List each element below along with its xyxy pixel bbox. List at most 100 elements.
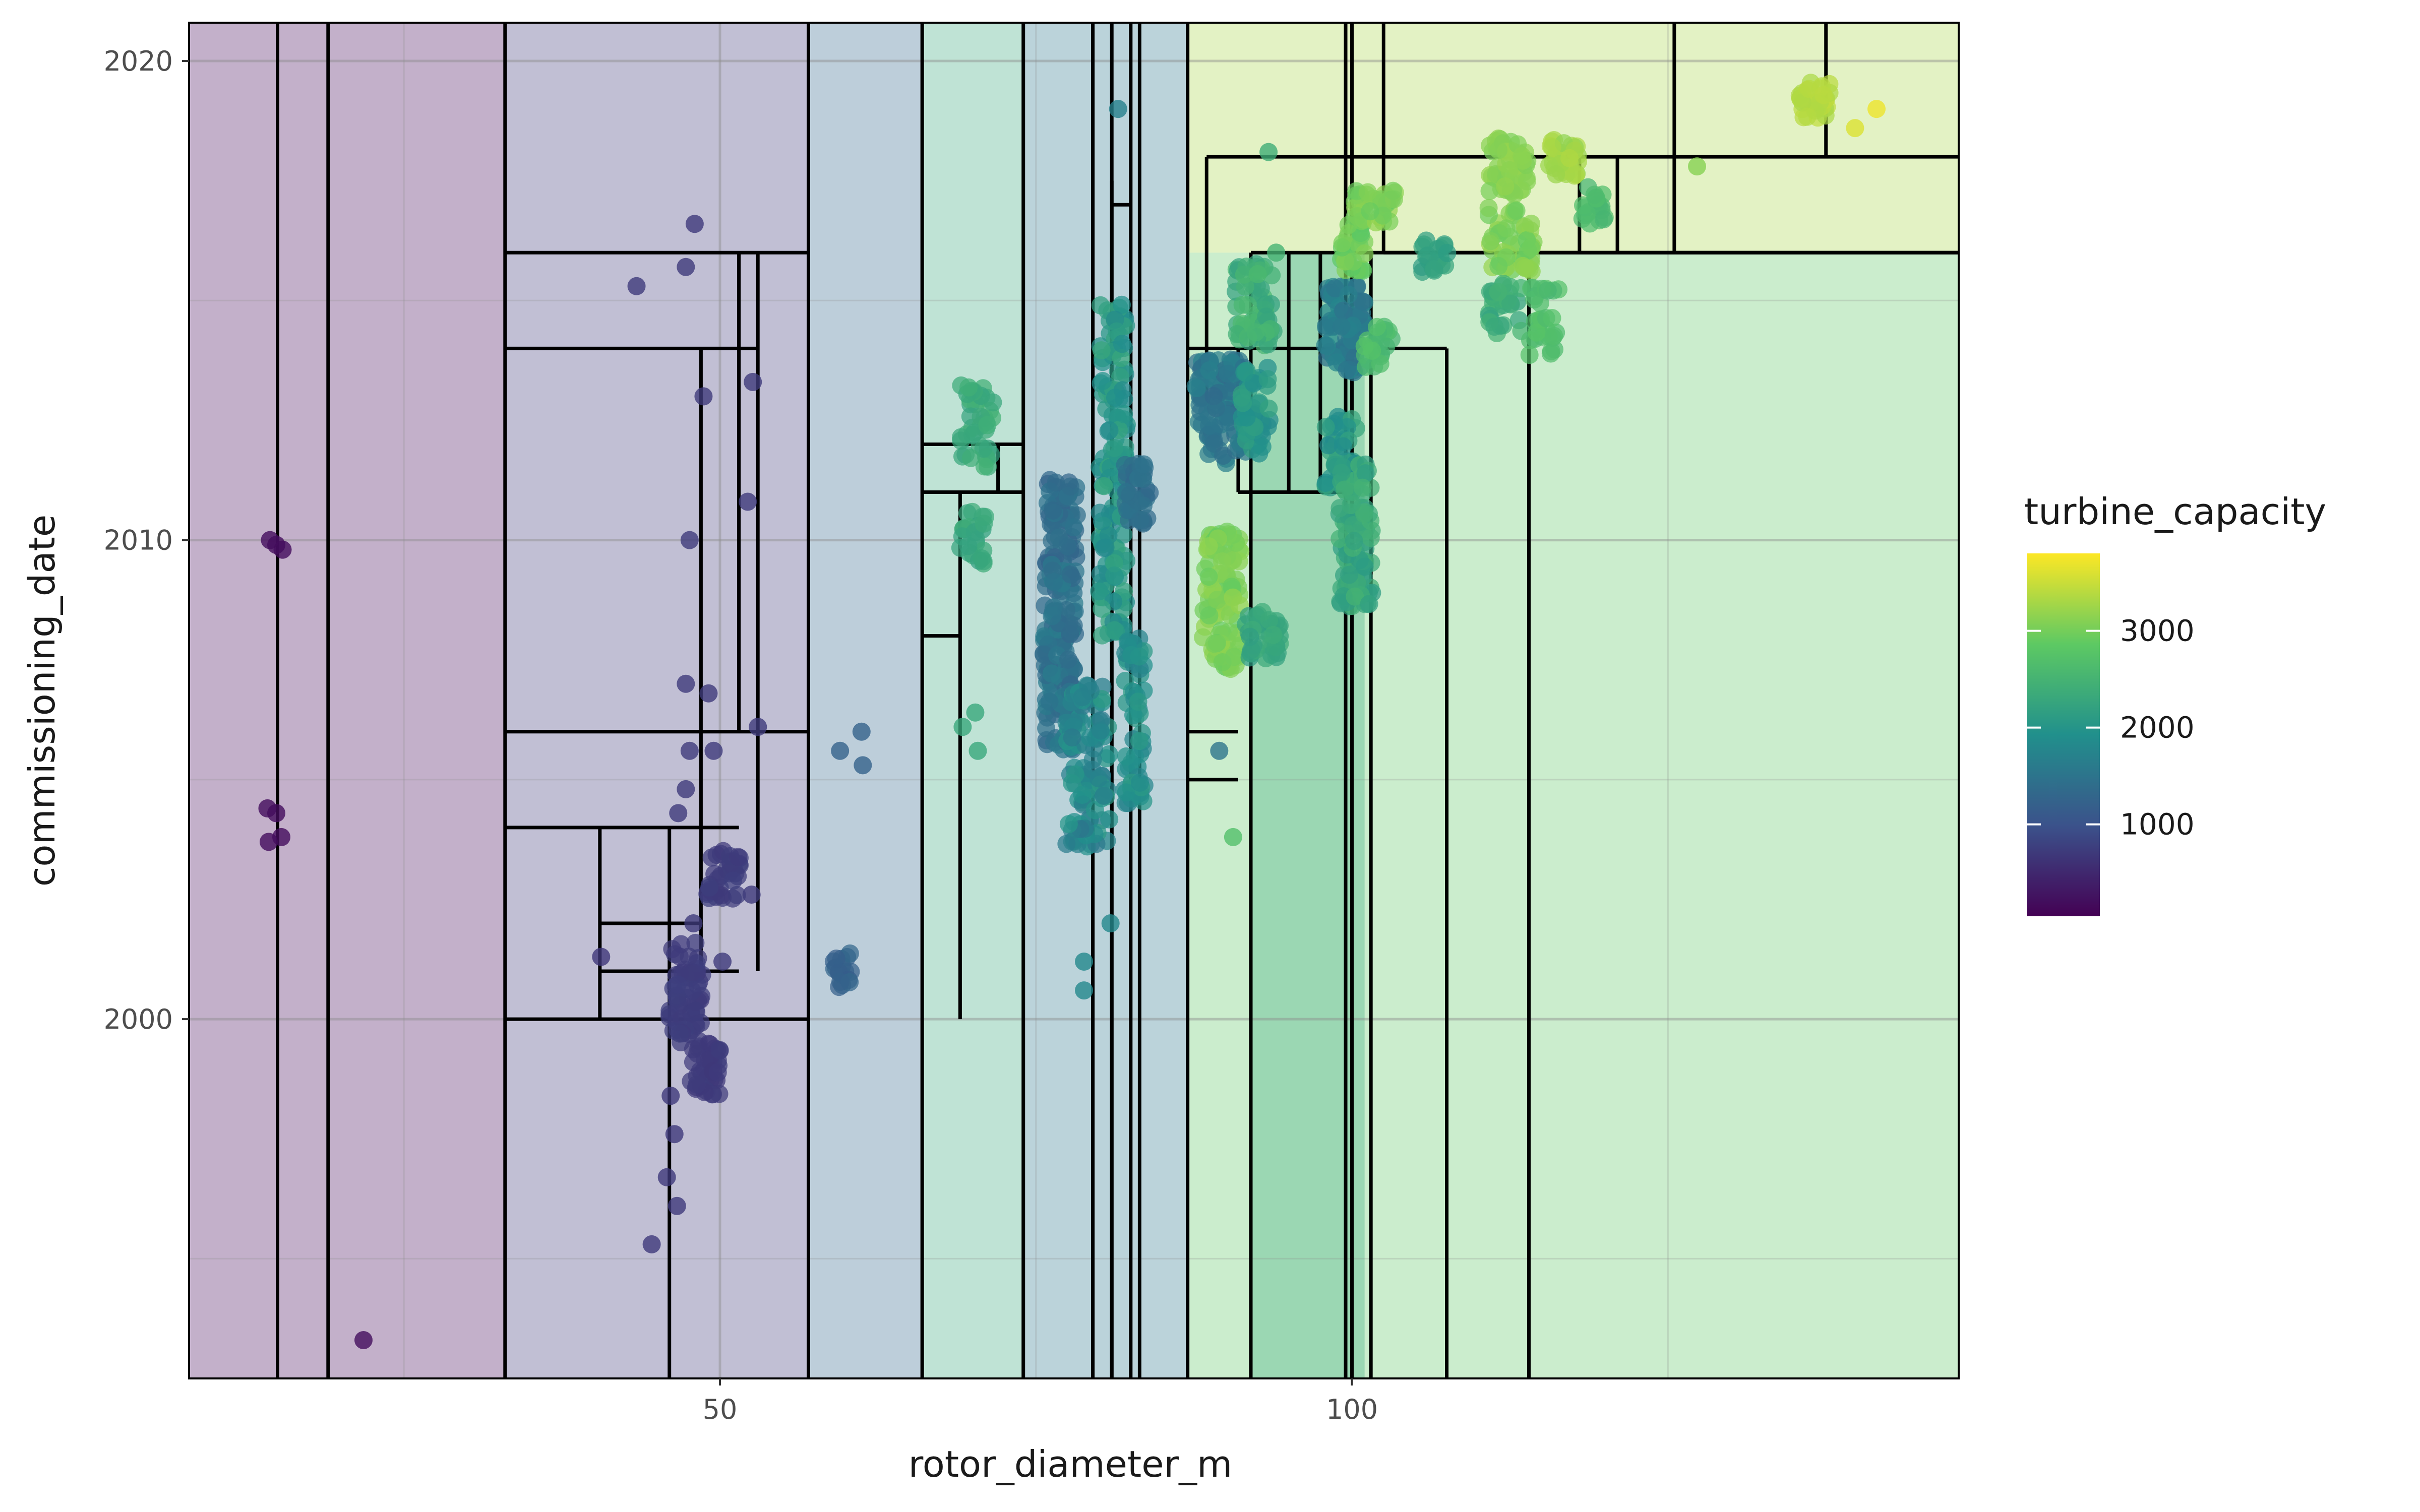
data-point (1106, 388, 1124, 407)
data-point (1093, 599, 1111, 618)
legend-break-label: 1000 (2120, 807, 2195, 842)
data-point (642, 1235, 661, 1253)
data-point (852, 722, 871, 741)
data-point (1500, 161, 1519, 179)
data-point (1081, 681, 1100, 700)
data-point (1109, 100, 1127, 118)
data-point (1377, 337, 1396, 356)
data-point (1040, 692, 1059, 711)
data-point (1248, 265, 1267, 283)
data-point (677, 780, 695, 798)
data-point (1199, 537, 1218, 556)
y-tick-label: 2010 (104, 525, 173, 556)
data-point (1117, 783, 1135, 802)
data-point (1085, 801, 1104, 820)
data-point (744, 372, 762, 391)
data-point (1267, 243, 1286, 262)
data-point (1090, 582, 1109, 601)
y-tick-label: 2020 (104, 45, 173, 77)
data-point (1332, 464, 1351, 482)
data-point (1371, 354, 1389, 373)
data-point (969, 741, 987, 760)
data-point (958, 504, 977, 523)
data-point (1235, 363, 1254, 382)
data-point (1480, 181, 1499, 200)
data-point (1233, 408, 1251, 426)
data-point (1355, 557, 1374, 576)
data-point (974, 439, 993, 458)
legend-break-label: 3000 (2120, 614, 2195, 648)
data-point (1208, 591, 1227, 609)
panel-border (188, 22, 1960, 1379)
data-point (1339, 286, 1358, 304)
data-point (1199, 568, 1218, 586)
data-point (1105, 566, 1124, 585)
data-point (1522, 214, 1541, 233)
data-point (1205, 635, 1224, 653)
data-point (1057, 835, 1076, 853)
data-point (680, 741, 699, 760)
data-point (1340, 565, 1359, 584)
data-point (1541, 344, 1560, 363)
data-point (1798, 107, 1817, 126)
data-point (953, 718, 972, 736)
data-point (1091, 564, 1110, 583)
data-point (1089, 769, 1108, 788)
data-point (1107, 622, 1125, 641)
data-point (1346, 587, 1364, 606)
data-point (1225, 648, 1243, 666)
legend-break-label: 2000 (2120, 711, 2195, 745)
data-point (1115, 405, 1133, 423)
data-point (686, 933, 705, 952)
plot-panel (189, 23, 1959, 1378)
data-point (1122, 646, 1141, 664)
data-point (1044, 598, 1063, 616)
data-point (1105, 438, 1124, 457)
data-point (1061, 565, 1080, 584)
data-point (672, 935, 690, 954)
data-point (1131, 511, 1150, 529)
data-point (1316, 336, 1335, 355)
data-point (694, 387, 713, 406)
data-point (729, 848, 748, 866)
data-point (749, 718, 767, 736)
partition-region (505, 23, 809, 1378)
data-point (1335, 480, 1354, 499)
data-point (723, 871, 742, 890)
data-point (742, 885, 761, 904)
data-point (1361, 202, 1379, 221)
data-point (1345, 532, 1363, 550)
data-point (1260, 611, 1279, 629)
data-point (959, 378, 978, 397)
data-point (840, 944, 859, 963)
data-point (728, 886, 746, 904)
data-point (273, 540, 292, 559)
data-point (668, 1196, 686, 1215)
data-point (1259, 399, 1278, 418)
data-point (627, 277, 646, 295)
data-point (1045, 573, 1063, 591)
data-point (710, 1041, 729, 1059)
data-point (1353, 292, 1371, 311)
partition-region (922, 23, 1023, 1378)
partition-region (189, 23, 505, 1378)
data-point (1075, 953, 1094, 971)
data-point (1501, 294, 1520, 313)
data-point (1319, 436, 1338, 455)
data-point (1317, 319, 1336, 337)
data-point (592, 948, 611, 966)
data-point (1112, 295, 1131, 314)
data-point (1547, 165, 1565, 184)
data-point (669, 804, 688, 823)
data-point (1368, 318, 1386, 336)
data-point (1253, 437, 1272, 456)
data-point (1058, 537, 1077, 556)
data-point (1356, 464, 1375, 483)
data-point (1120, 486, 1139, 505)
data-point (959, 537, 978, 555)
data-point (961, 449, 980, 467)
data-point (684, 1053, 702, 1072)
data-point (975, 515, 993, 533)
data-point (1334, 437, 1352, 456)
